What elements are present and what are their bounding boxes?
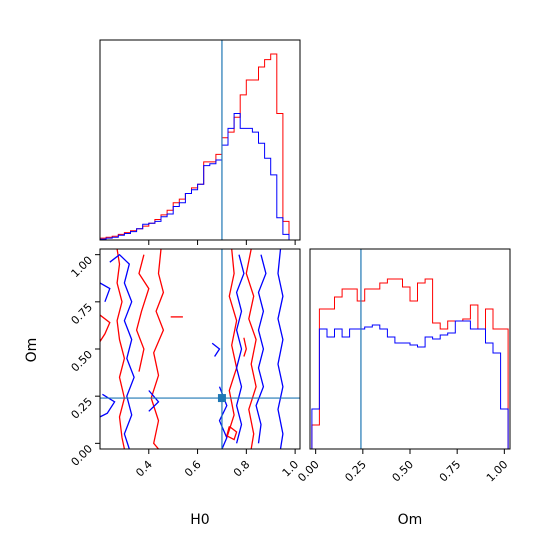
contour-line-0-2 (135, 254, 150, 372)
contour-line-0-5 (100, 314, 111, 342)
om-y-axis-label: Om (24, 338, 40, 363)
contour-line-0-3 (226, 249, 238, 438)
om-x-tick-label: 0.50 (390, 458, 417, 485)
contour-line-1-3 (148, 390, 160, 412)
contour-line-0-8 (243, 337, 247, 357)
contour-line-1-1 (100, 282, 111, 303)
om-histogram-panel: 0.00 0.25 0.50 0.75 1.00 (295, 248, 511, 485)
contour-line-1-0 (109, 253, 135, 449)
om-axis-label: Om (398, 512, 423, 528)
h0-histogram-panel (99, 39, 301, 245)
om-x-tick-label: 0.25 (342, 458, 369, 485)
histogram-series-1 (100, 113, 296, 240)
contour-line-0-4 (245, 249, 257, 449)
contour-line-0-0 (116, 249, 126, 449)
truth-point-marker (217, 394, 226, 403)
contour-x-tick-label: 0.8 (231, 458, 253, 480)
contour-y-tick-label: 0.50 (69, 348, 96, 375)
om-x-tick-label: 0.75 (437, 458, 464, 485)
contour-x-tick-label: 0.4 (133, 458, 155, 480)
h0-om-contour-panel: 0.4 0.6 0.8 1.00.000.250.500.751.00 (69, 248, 301, 480)
contour-y-tick-label: 1.00 (69, 254, 96, 281)
contour-y-tick-label: 0.25 (69, 395, 96, 422)
contour-x-tick-label: 0.6 (182, 458, 204, 480)
histogram-series-0 (311, 278, 509, 449)
om-histogram-frame (309, 248, 511, 450)
histogram-series-1 (311, 320, 509, 449)
contour-line-0-7 (226, 425, 238, 441)
contour-line-1-6 (235, 254, 245, 444)
om-x-tick-label: 0.00 (295, 458, 322, 485)
contour-line-1-7 (255, 254, 267, 444)
contour-line-1-5 (211, 342, 221, 357)
h0-histogram-frame (99, 39, 301, 241)
contour-y-tick-label: 0.75 (69, 301, 96, 328)
contour-line-0-1 (150, 249, 165, 449)
contour-plot-area (100, 249, 284, 449)
om-x-tick-label: 1.00 (484, 458, 511, 485)
histogram-series-0 (100, 53, 296, 240)
contour-line-1-8 (277, 249, 284, 449)
h0-axis-label: H0 (190, 512, 209, 528)
om-histogram-plot-area (311, 278, 509, 449)
contour-y-tick-label: 0.00 (69, 442, 96, 469)
h0-histogram-plot-area (100, 53, 296, 240)
